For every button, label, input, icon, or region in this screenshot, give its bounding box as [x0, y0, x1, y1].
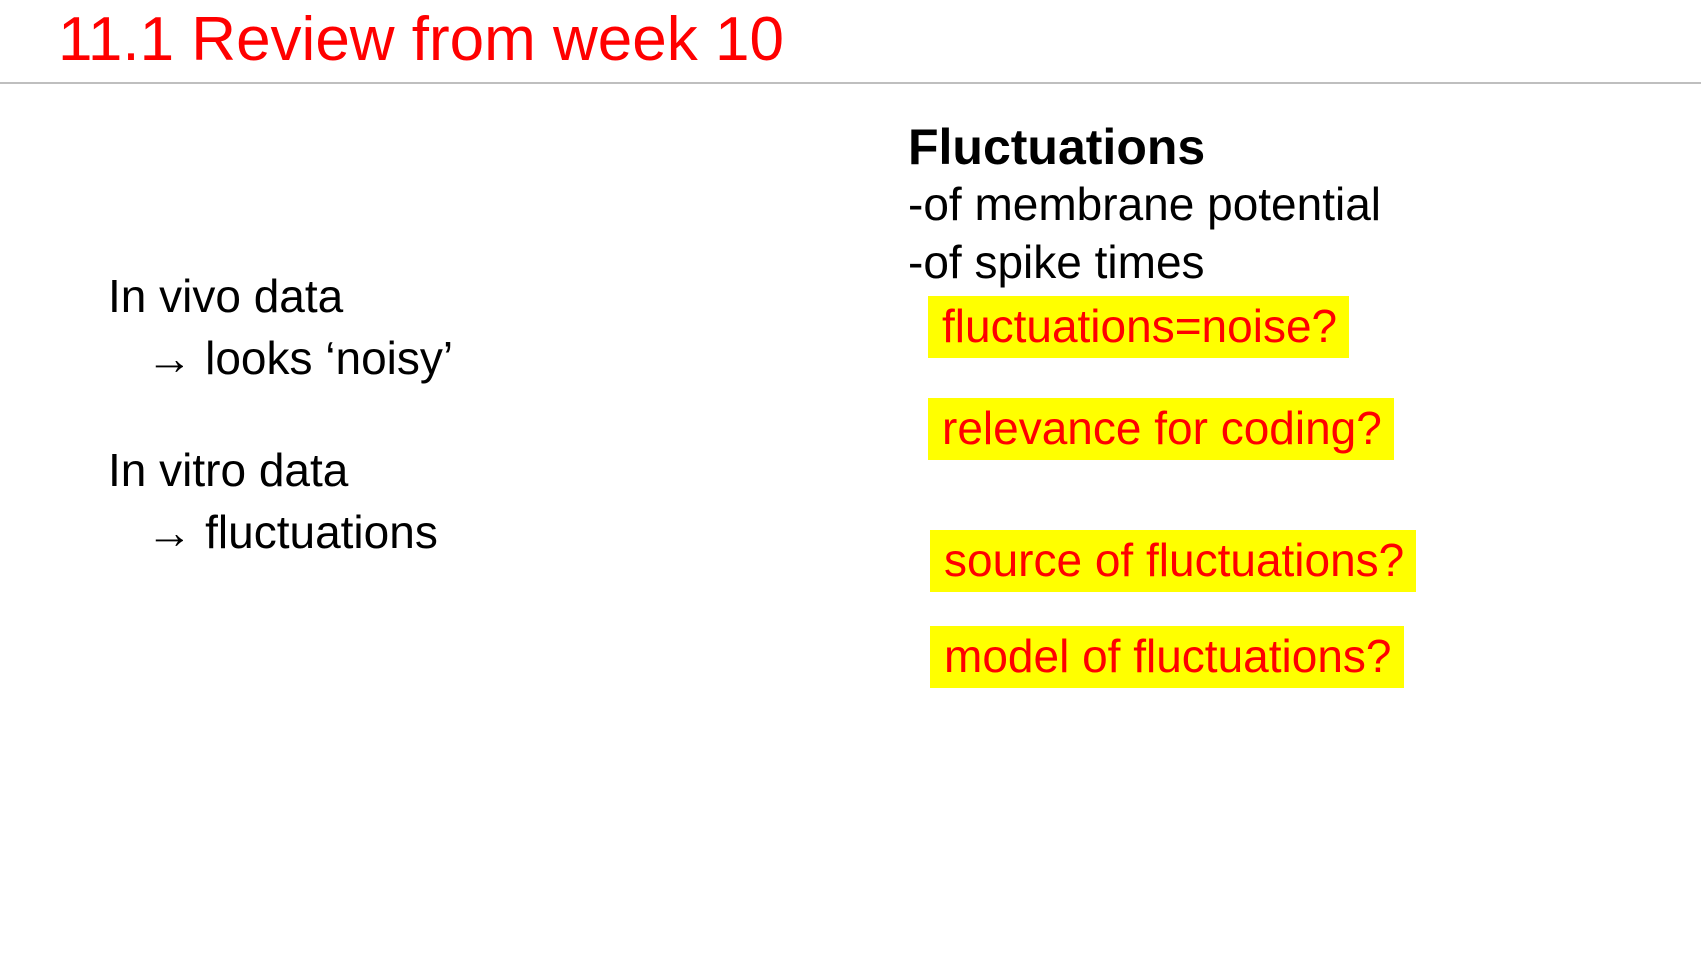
right-sub-2: -of spike times [908, 234, 1205, 292]
highlight-q1: fluctuations=noise? [928, 296, 1349, 358]
left-line-2: → looks ‘noisy’ [108, 330, 453, 388]
title-underline [0, 82, 1701, 84]
slide-title: 11.1 Review from week 10 [58, 4, 784, 75]
right-heading: Fluctuations [908, 116, 1205, 179]
highlight-q2: relevance for coding? [928, 398, 1394, 460]
highlight-q3: source of fluctuations? [930, 530, 1416, 592]
right-sub-1: -of membrane potential [908, 176, 1381, 234]
slide: 11.1 Review from week 10 In vivo data → … [0, 0, 1701, 957]
left-line-4: → fluctuations [108, 504, 438, 562]
left-line-3: In vitro data [108, 442, 348, 500]
left-line-1: In vivo data [108, 268, 343, 326]
highlight-q4: model of fluctuations? [930, 626, 1404, 688]
